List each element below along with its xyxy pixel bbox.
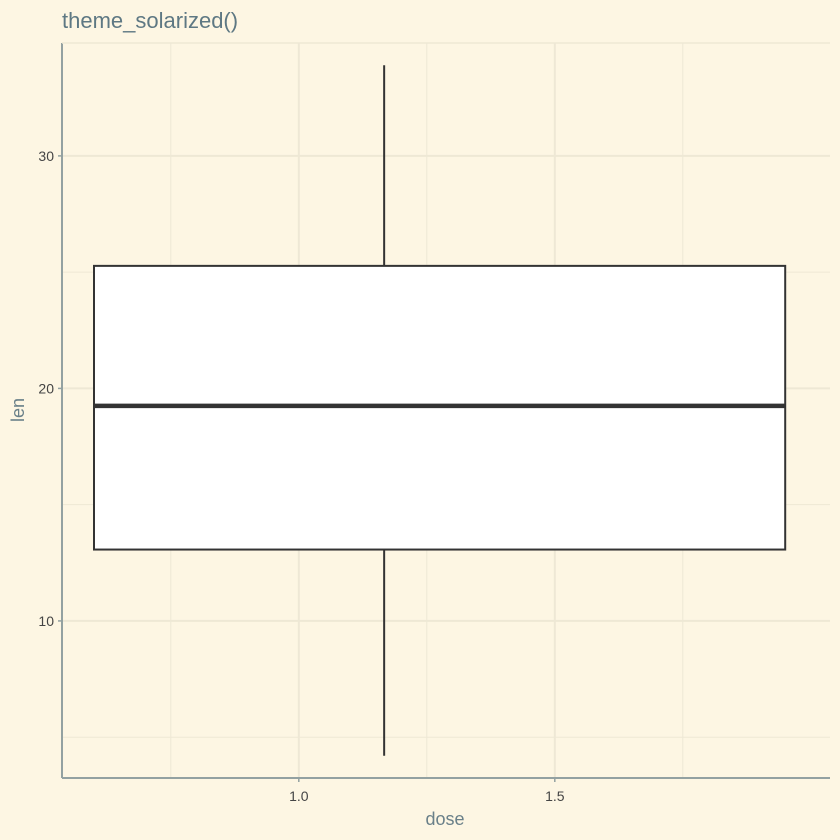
y-axis-title: len (8, 398, 28, 422)
axes (61, 42, 830, 779)
x-tick-label: 1.5 (545, 788, 565, 804)
y-tick-label: 20 (38, 380, 54, 396)
x-axis-title: dose (425, 809, 464, 829)
y-tick-label: 30 (38, 148, 54, 164)
chart-title: theme_solarized() (62, 8, 238, 33)
box-layer (93, 65, 787, 756)
x-tick-label: 1.0 (289, 788, 309, 804)
tick-labels: 10 20 30 1.0 1.5 (38, 148, 564, 804)
y-tick-label: 10 (38, 613, 54, 629)
